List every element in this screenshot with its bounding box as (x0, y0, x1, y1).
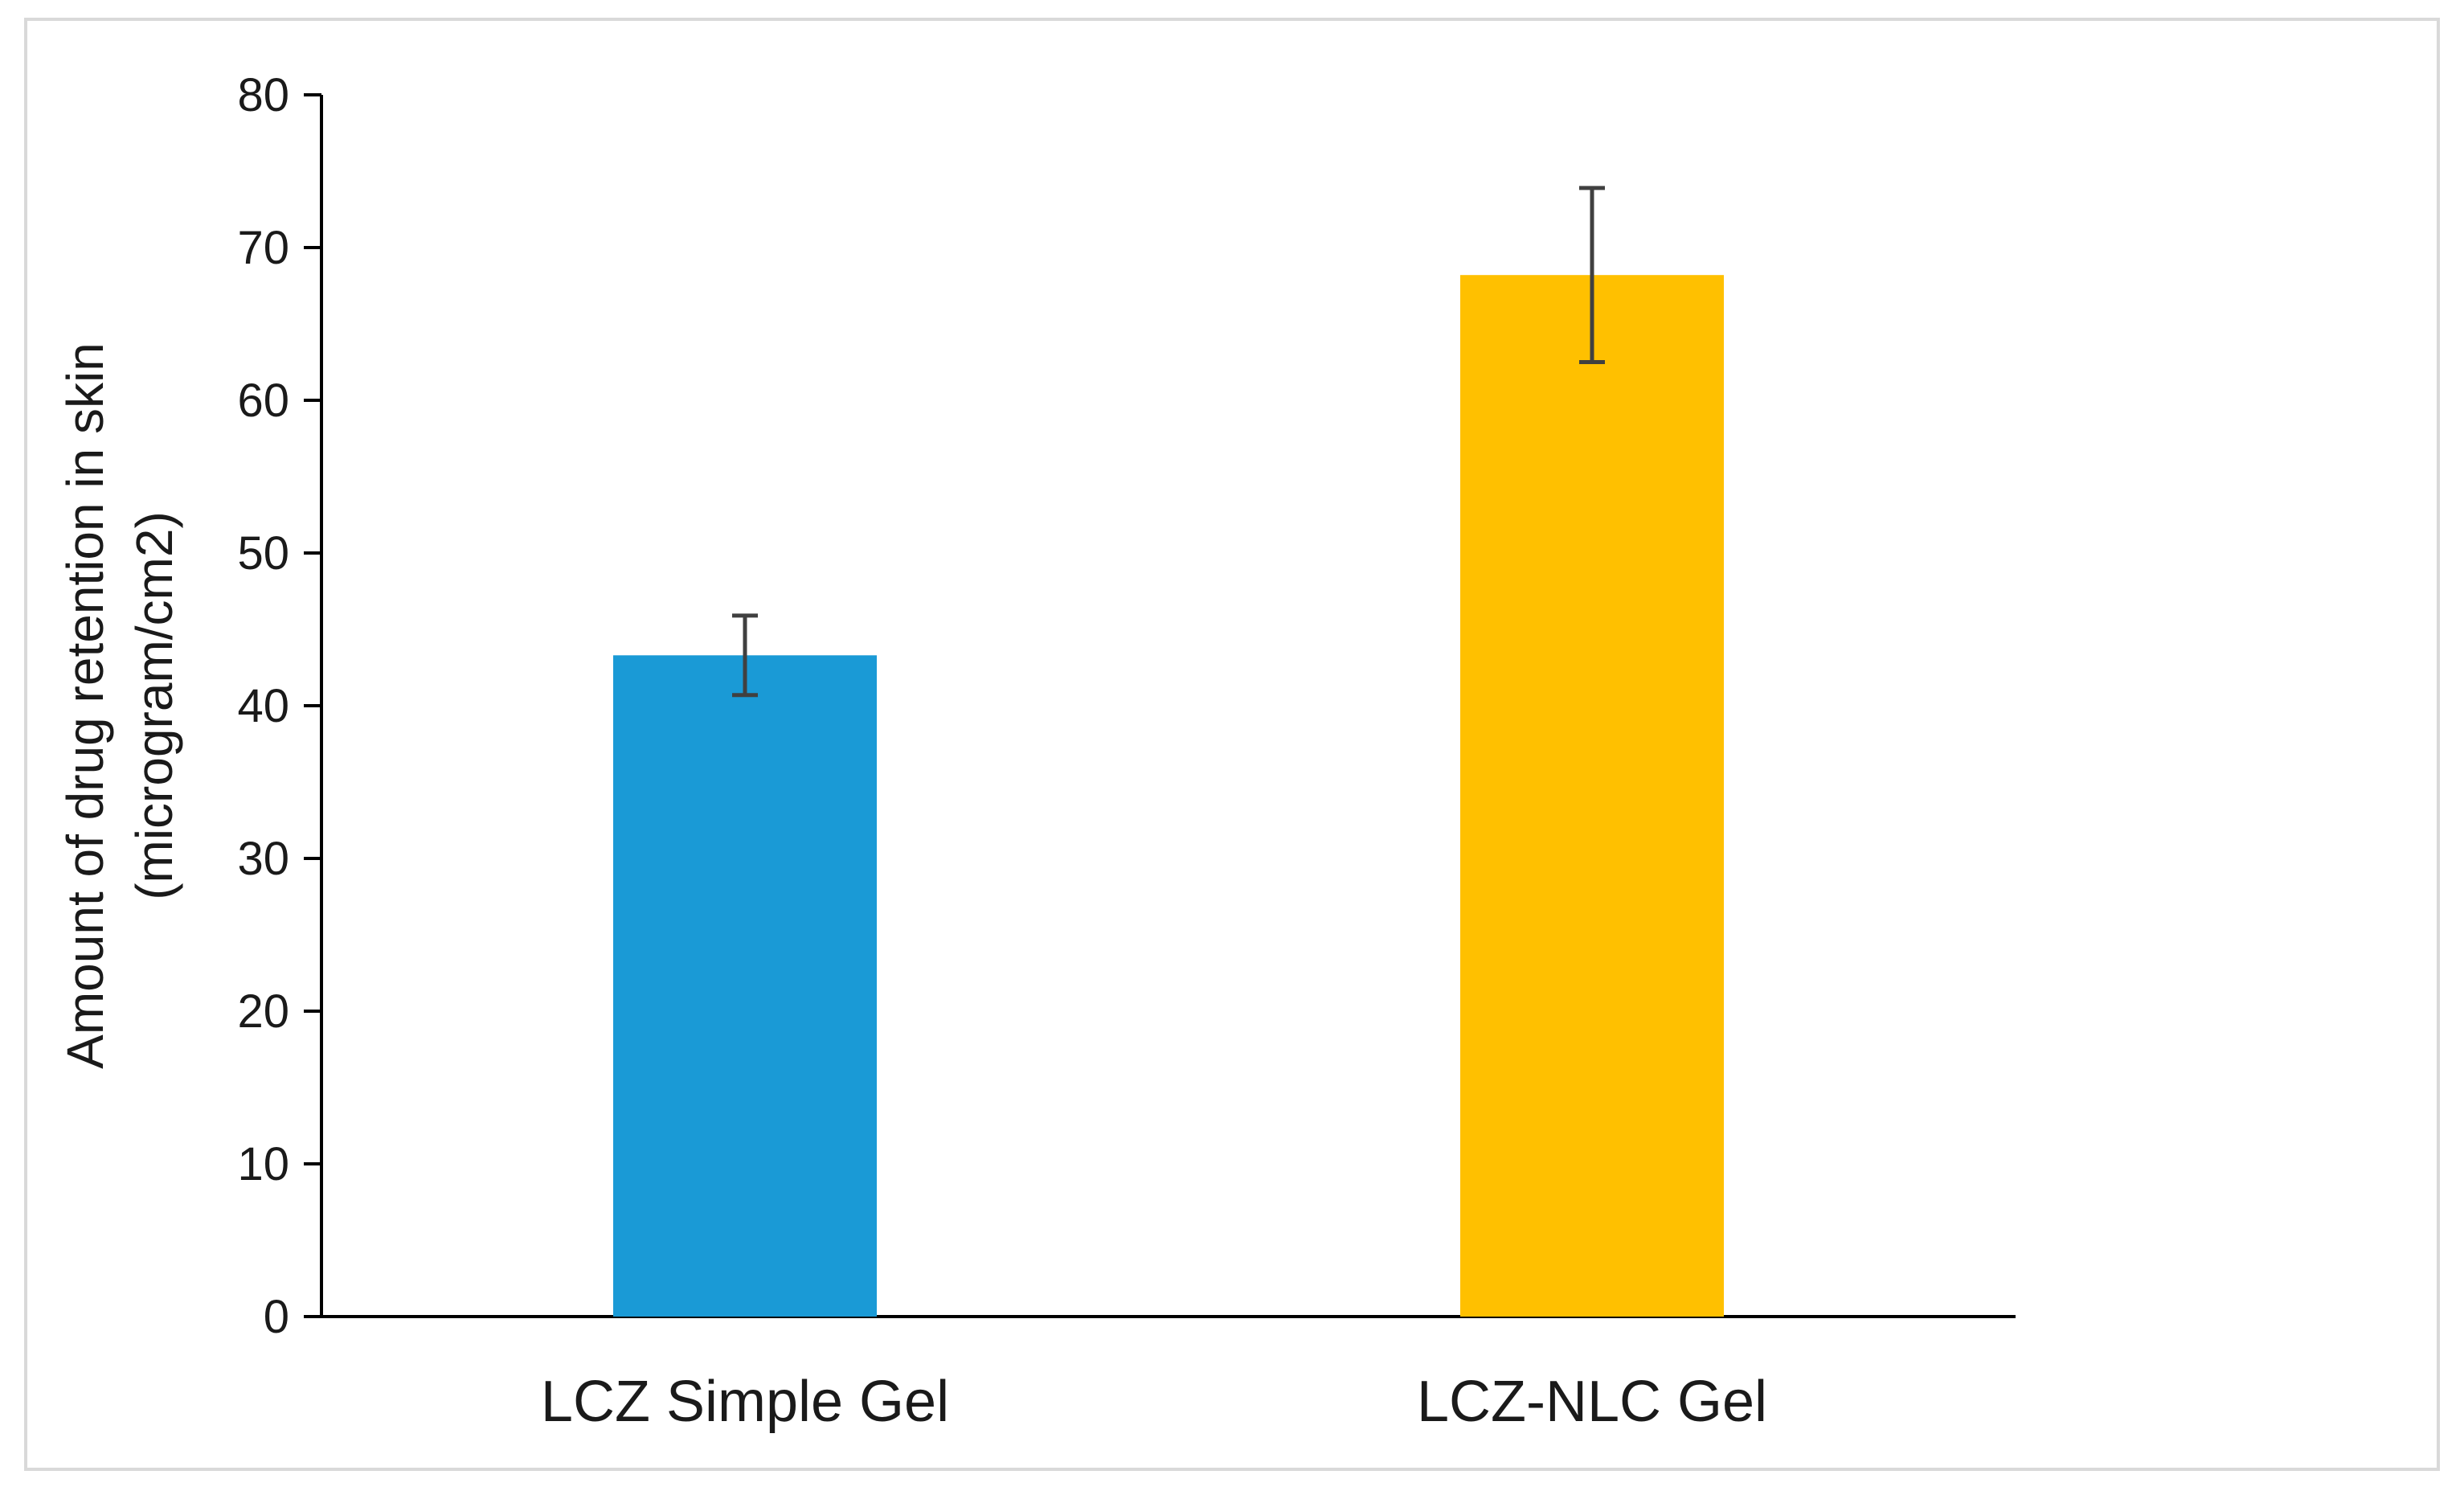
y-tick-label: 80 (237, 69, 289, 121)
y-axis-title-line: (microgram/cm2) (125, 511, 183, 900)
x-category-label: LCZ-NLC Gel (1417, 1370, 1767, 1434)
y-axis-title-line: Amount of drug retention in skin (56, 342, 114, 1069)
y-axis-title: Amount of drug retention in skin (microgr… (56, 342, 183, 1069)
y-tick-label: 30 (237, 833, 289, 885)
x-category-label: LCZ Simple Gel (541, 1370, 949, 1434)
bar-chart: Amount of drug retention in skin (microgr… (56, 69, 2016, 1434)
y-tick-label: 40 (237, 680, 289, 732)
chart-frame: Amount of drug retention in skin (microgr… (24, 18, 2440, 1471)
y-axis: 0 10 20 30 40 50 60 70 80 (237, 69, 323, 1343)
bar (613, 655, 877, 1317)
y-tick-label: 10 (237, 1138, 289, 1190)
error-bars (732, 186, 1605, 698)
y-tick-label: 50 (237, 527, 289, 580)
bar (1460, 275, 1724, 1317)
bars (613, 275, 1724, 1317)
y-tick-label: 60 (237, 375, 289, 427)
y-tick-label: 20 (237, 985, 289, 1038)
x-axis: LCZ Simple Gel LCZ-NLC Gel (321, 1315, 2016, 1434)
y-tick-label: 0 (264, 1291, 289, 1343)
y-tick-label: 70 (237, 222, 289, 274)
